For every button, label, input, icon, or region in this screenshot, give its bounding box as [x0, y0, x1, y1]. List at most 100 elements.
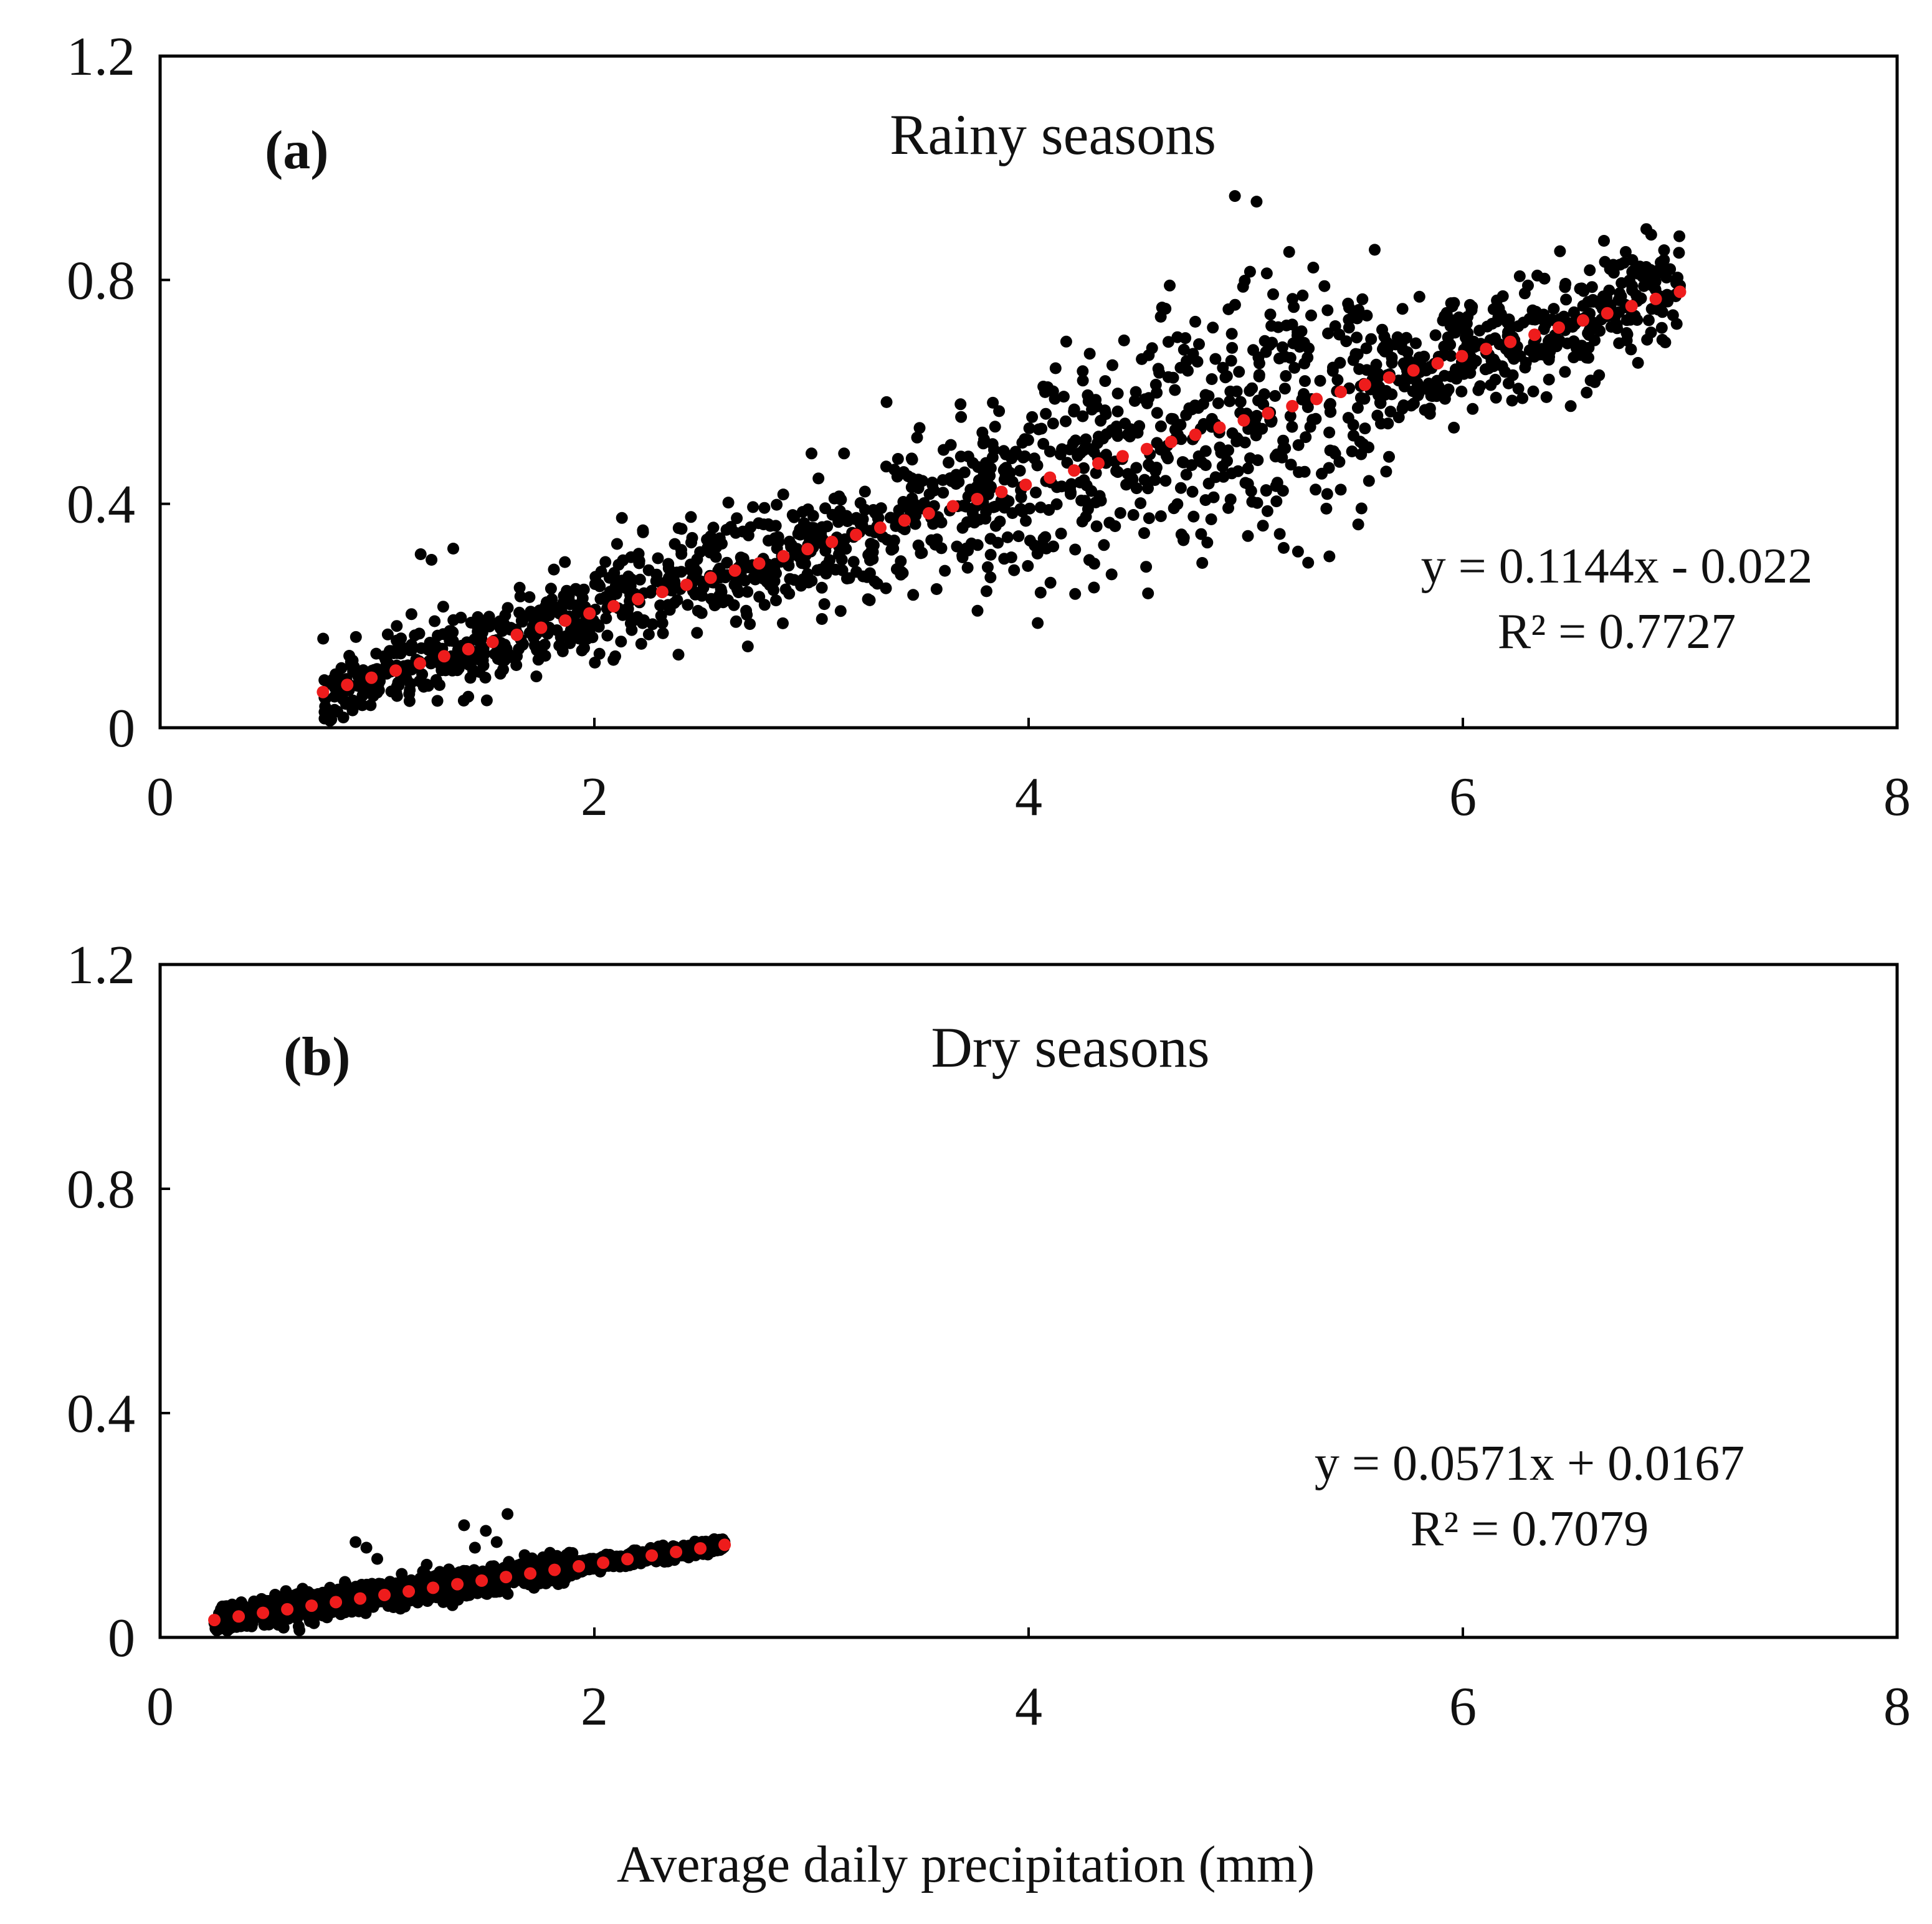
data-point: [1323, 550, 1336, 563]
data-point: [1162, 371, 1174, 383]
data-point: [1187, 510, 1200, 523]
data-point: [1212, 397, 1224, 409]
data-point: [1226, 341, 1239, 354]
y-tick-label: 1.2: [67, 935, 135, 996]
trendline-dot: [1286, 399, 1299, 412]
data-point: [1594, 325, 1606, 337]
data-point: [985, 480, 997, 493]
data-point: [937, 487, 949, 499]
data-point: [861, 571, 873, 583]
data-point: [1291, 329, 1303, 341]
data-point: [721, 556, 733, 569]
data-point: [909, 518, 921, 530]
trendline-dot: [486, 636, 499, 649]
data-point: [1352, 518, 1364, 531]
data-point: [498, 654, 511, 667]
trendline-dot: [1068, 464, 1081, 477]
data-point: [1143, 512, 1155, 525]
data-point: [1229, 190, 1241, 202]
data-point: [1044, 445, 1056, 458]
data-point: [1192, 402, 1204, 414]
data-point: [1363, 441, 1374, 454]
data-point: [1267, 288, 1279, 300]
data-point: [241, 1604, 254, 1616]
data-point: [1420, 383, 1432, 395]
x-tick-label: 6: [1449, 767, 1477, 827]
data-point: [1012, 530, 1025, 543]
data-point: [1375, 417, 1387, 430]
data-point: [1206, 373, 1218, 385]
data-point: [912, 474, 925, 486]
data-point: [898, 523, 911, 536]
trendline-dot: [1310, 393, 1323, 406]
data-point: [406, 639, 418, 651]
trendline-dot: [475, 1574, 488, 1587]
data-point: [437, 601, 449, 613]
data-point: [427, 653, 439, 665]
data-point: [318, 706, 331, 718]
trendline-dot: [1455, 350, 1468, 363]
data-point: [836, 564, 849, 576]
data-point: [559, 556, 571, 568]
data-point: [1068, 403, 1080, 416]
data-point: [1517, 317, 1530, 329]
data-point: [1300, 431, 1312, 444]
data-point: [705, 1539, 718, 1551]
data-point: [1151, 407, 1163, 419]
data-point: [954, 398, 967, 411]
y-axis-ticks: 0 0.4 0.8 1.2: [67, 27, 170, 759]
data-point: [550, 601, 561, 614]
data-point: [989, 500, 1001, 513]
trendline-dot: [1504, 335, 1517, 348]
data-point: [1383, 450, 1395, 463]
data-point: [1020, 515, 1032, 527]
trendline-dot: [777, 550, 790, 563]
data-point: [710, 551, 722, 563]
data-point: [816, 613, 828, 625]
data-point: [607, 654, 620, 666]
trendline-dot: [232, 1610, 245, 1623]
trendline-dot: [1601, 307, 1614, 320]
data-point: [1320, 502, 1333, 515]
data-point: [1270, 495, 1283, 508]
data-point: [404, 677, 417, 690]
data-point: [523, 591, 536, 603]
data-point: [1485, 379, 1497, 391]
trendline-dot: [281, 1603, 294, 1616]
data-point: [513, 606, 525, 619]
data-point: [621, 607, 634, 619]
trendline-dot: [1528, 328, 1541, 341]
data-point: [1009, 445, 1022, 458]
regression-equation: y = 0.0571x + 0.0167: [1315, 1436, 1744, 1491]
data-point: [1140, 561, 1153, 573]
data-point: [892, 453, 904, 465]
data-point: [371, 1553, 383, 1565]
data-point: [731, 583, 743, 596]
x-tick-label: 8: [1883, 767, 1911, 827]
trendline-dot: [573, 1560, 586, 1573]
trendline-dot: [583, 607, 596, 620]
data-point: [558, 1577, 570, 1589]
data-point: [655, 609, 667, 622]
data-point: [1351, 331, 1363, 344]
data-point: [1189, 315, 1201, 328]
data-point: [1196, 557, 1209, 569]
data-point: [951, 540, 963, 553]
trendline-dot: [670, 1545, 683, 1558]
data-point: [867, 546, 879, 558]
data-point: [741, 641, 754, 652]
data-point: [1077, 374, 1089, 387]
data-point: [616, 512, 628, 524]
data-point: [1380, 341, 1392, 353]
data-point: [1568, 351, 1580, 364]
data-point: [1141, 397, 1153, 409]
data-point: [816, 581, 828, 594]
chart-title: Dry seasons: [931, 1016, 1209, 1079]
data-point: [1077, 410, 1089, 422]
trendline-dot: [389, 664, 402, 677]
data-point: [1333, 455, 1346, 468]
data-point: [510, 659, 523, 671]
data-point: [1512, 383, 1525, 395]
data-point: [832, 516, 845, 528]
y-tick-label: 0.4: [67, 475, 135, 535]
